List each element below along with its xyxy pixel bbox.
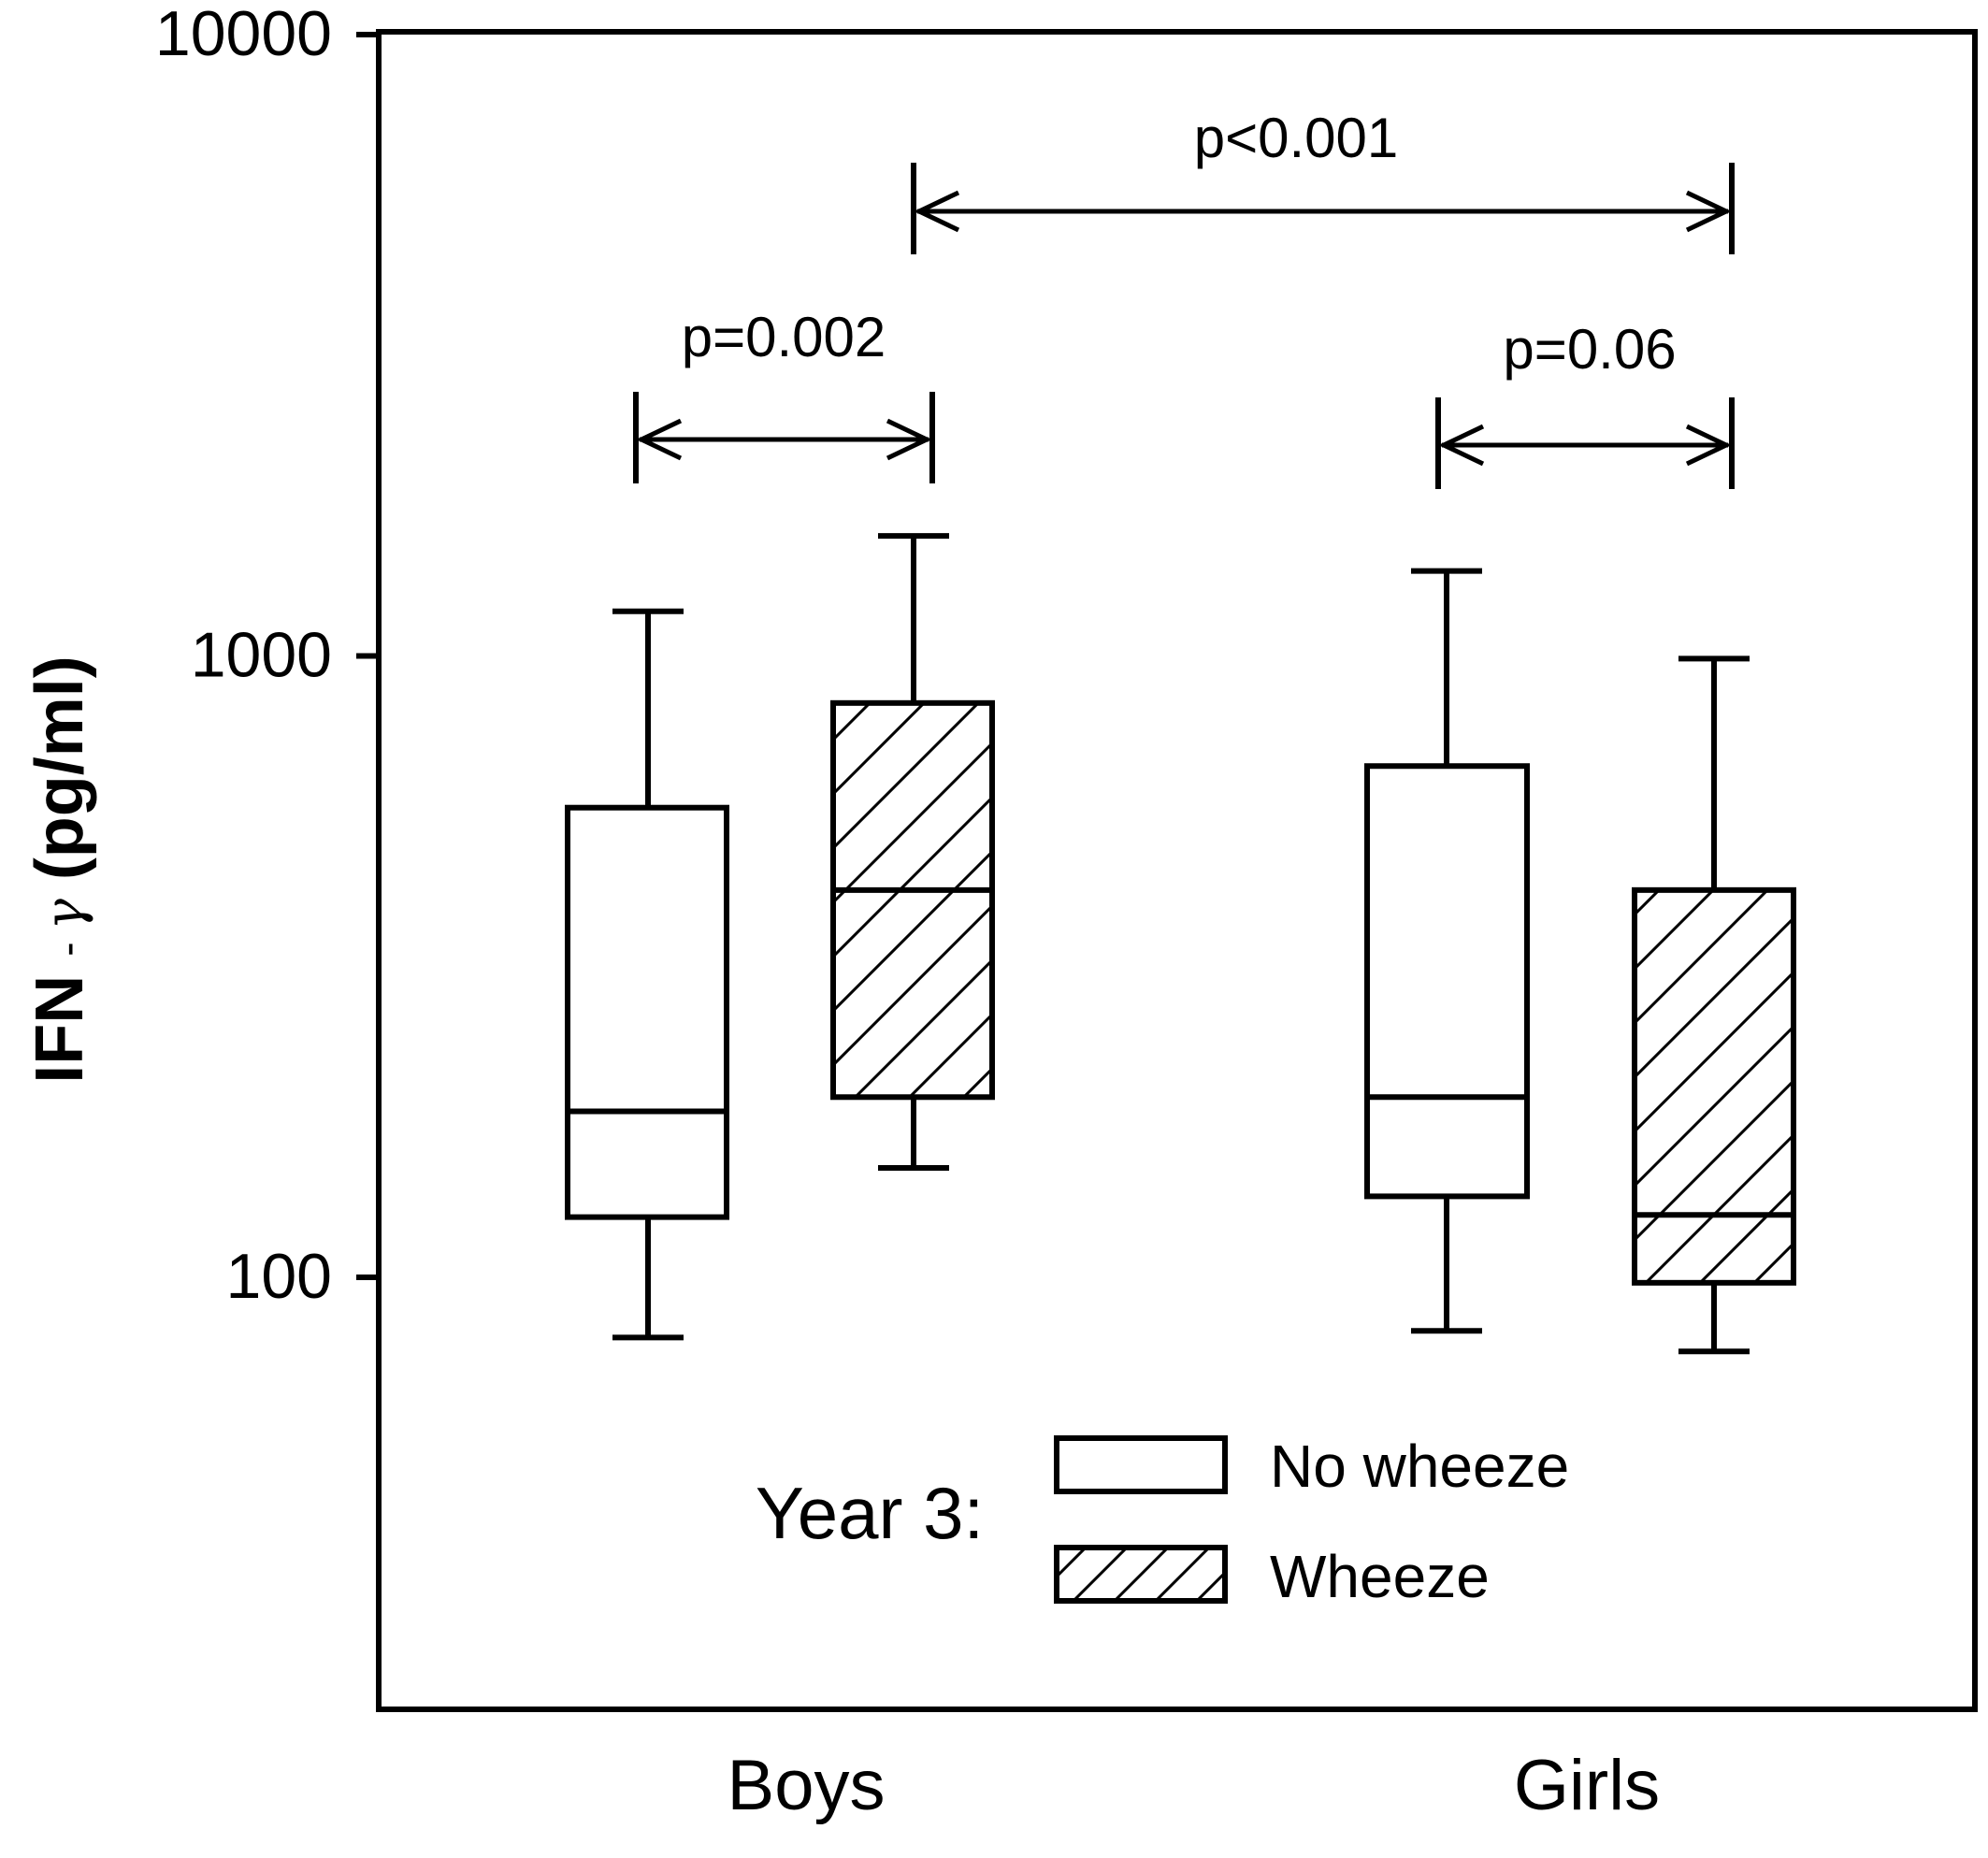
box-series-group	[565, 533, 1796, 1355]
y-axis: IFN - γ (pg/ml) 100 1000 10000	[22, 0, 379, 1312]
box-iqr	[565, 804, 729, 1220]
comparison-arrowhead-left	[914, 190, 960, 233]
comparison-arrowhead-left	[1438, 424, 1485, 467]
comparison-all-girls-vs-boys: p<0.001	[911, 107, 1735, 254]
comparison-label: p=0.06	[1503, 318, 1676, 381]
legend-swatch-wheeze	[1054, 1545, 1228, 1604]
y-tick-label: 100	[226, 1241, 332, 1312]
y-axis-label-greek: γ	[35, 899, 95, 930]
legend: Year 3: No wheeze Wheeze	[756, 1433, 1569, 1610]
x-axis: Boys Girls	[727, 1746, 1661, 1825]
comparison-girls: p=0.06	[1435, 318, 1735, 489]
x-category-label-girls: Girls	[1514, 1746, 1660, 1825]
significance-annotations: p<0.001 p=0.002 p=0.06	[633, 107, 1735, 489]
legend-title: Year 3:	[756, 1472, 984, 1554]
y-axis-label-sep: -	[43, 930, 92, 957]
legend-swatch-no-wheeze	[1054, 1435, 1228, 1494]
legend-label-no-wheeze: No wheeze	[1270, 1433, 1569, 1500]
comparison-label: p<0.001	[1194, 107, 1399, 169]
box-girls-no-wheeze	[1364, 568, 1530, 1334]
plot-area	[376, 29, 1978, 1712]
y-axis-label: IFN - γ (pg/ml)	[22, 655, 97, 1084]
comparison-arrowhead-right	[1685, 424, 1732, 467]
box-boys-no-wheeze	[565, 608, 729, 1341]
x-category-label-boys: Boys	[727, 1746, 886, 1825]
comparison-label: p=0.002	[682, 306, 886, 368]
comparison-arrowhead-right	[1685, 190, 1732, 233]
box-iqr	[1632, 886, 1796, 1286]
comparison-arrowhead-right	[886, 418, 932, 461]
box-iqr	[1364, 763, 1530, 1200]
y-tick-group: 100 1000 10000	[155, 0, 379, 1312]
y-tick-label: 1000	[191, 620, 332, 691]
y-axis-label-main: IFN	[22, 975, 97, 1084]
y-axis-label-unit: (pg/ml)	[22, 655, 97, 880]
box-boys-wheeze	[830, 533, 995, 1171]
legend-label-wheeze: Wheeze	[1270, 1543, 1490, 1610]
y-tick-label: 10000	[155, 0, 332, 69]
comparison-boys: p=0.002	[633, 306, 935, 483]
plot-frame	[376, 29, 1978, 1712]
comparison-arrowhead-left	[636, 418, 683, 461]
box-girls-wheeze	[1632, 655, 1796, 1355]
box-iqr	[830, 699, 995, 1101]
